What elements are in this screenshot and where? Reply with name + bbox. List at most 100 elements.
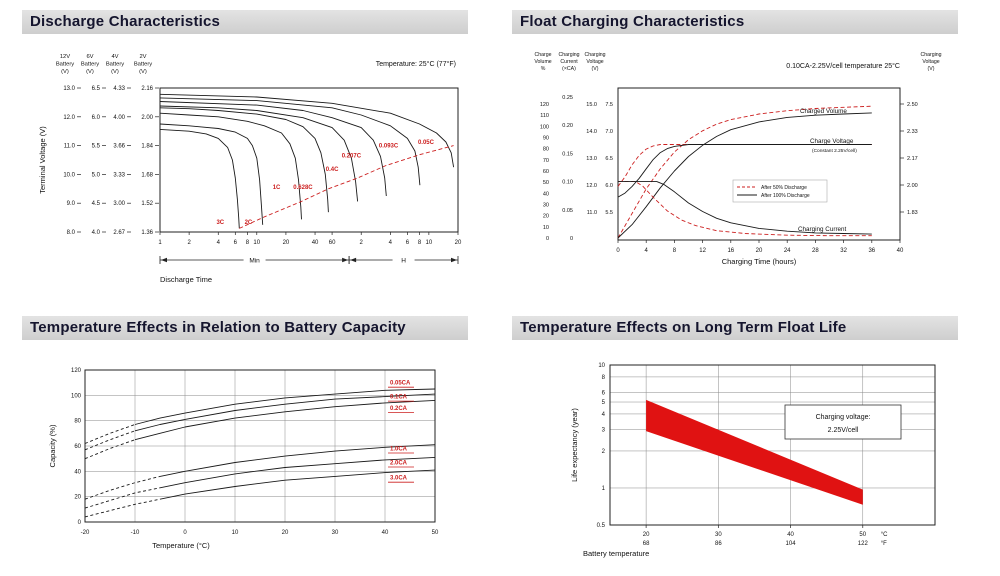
svg-text:3.00: 3.00 <box>113 201 125 207</box>
svg-text:Charge: Charge <box>534 52 551 58</box>
svg-text:6.0: 6.0 <box>92 115 101 121</box>
temp-capacity-axes: 0 20 40 60 80 100 120 -20 -10 0 10 20 30 40 50 Capacity… <box>48 368 439 550</box>
discharge-curve-1C <box>159 112 302 220</box>
discharge-curve-0.628C <box>159 107 329 213</box>
svg-text:0.628C: 0.628C <box>293 185 313 191</box>
svg-text:120: 120 <box>540 102 549 108</box>
svg-text:0.4C: 0.4C <box>326 167 339 173</box>
svg-text:4.5: 4.5 <box>92 201 101 207</box>
svg-text:Charging voltage:: Charging voltage: <box>816 414 871 421</box>
svg-text:0: 0 <box>570 236 573 242</box>
svg-text:0: 0 <box>183 530 187 536</box>
svg-text:°C: °C <box>881 532 888 538</box>
svg-text:0: 0 <box>616 248 620 254</box>
svg-text:2V: 2V <box>139 54 146 60</box>
svg-text:(V): (V) <box>139 69 147 75</box>
capacity-curve-2.0CA-dashed <box>84 487 161 509</box>
svg-text:-10: -10 <box>131 530 140 536</box>
svg-text:Battery: Battery <box>56 62 74 68</box>
svg-text:0.15: 0.15 <box>562 151 573 157</box>
capacity-curve-0.1CA-dashed <box>84 430 136 451</box>
svg-text:0.10: 0.10 <box>562 180 573 186</box>
svg-text:1: 1 <box>602 486 606 492</box>
svg-text:8: 8 <box>673 248 677 254</box>
capacity-curve-1.0CA <box>159 444 436 477</box>
charged_volume_after_50 <box>617 105 872 239</box>
section-title-temp-capacity: Temperature Effects in Relation to Batte… <box>22 316 468 340</box>
capacity-curve-2.0CA <box>159 456 436 489</box>
svg-text:Charge Voltage: Charge Voltage <box>810 138 854 145</box>
svg-text:Charging: Charging <box>920 52 941 58</box>
svg-text:4.00: 4.00 <box>113 115 125 121</box>
svg-text:(V): (V) <box>111 69 119 75</box>
discharge-curve-0.207C <box>159 101 387 197</box>
section-title-float-life-text: Temperature Effects on Long Term Float L… <box>520 319 847 336</box>
svg-text:12V: 12V <box>60 54 70 60</box>
svg-text:°F: °F <box>881 541 887 547</box>
svg-text:4: 4 <box>645 248 649 254</box>
svg-text:4: 4 <box>602 412 606 418</box>
svg-text:40: 40 <box>897 248 904 254</box>
capacity-curve-3.0CA-dashed <box>84 498 161 518</box>
svg-text:30: 30 <box>332 530 339 536</box>
svg-text:50: 50 <box>859 532 866 538</box>
section-title-discharge-text: Discharge Characteristics <box>30 13 221 30</box>
svg-text:Terminal Voltage (V): Terminal Voltage (V) <box>38 126 47 194</box>
svg-text:32: 32 <box>840 248 847 254</box>
svg-text:Battery temperature: Battery temperature <box>583 549 649 558</box>
svg-text:10: 10 <box>232 530 239 536</box>
charged_volume_after_100 <box>617 112 872 239</box>
svg-text:0.10CA-2.25V/cell temperature: 0.10CA-2.25V/cell temperature 25°C <box>786 62 900 70</box>
svg-text:Volume: Volume <box>534 59 551 65</box>
temp-capacity-curve-labels: 0.05CA 0.1CA 0.2CA 1.0CA 2.0CA 3.0CA <box>388 381 414 483</box>
svg-text:2.67: 2.67 <box>113 230 125 236</box>
svg-text:2: 2 <box>187 240 191 246</box>
svg-text:3.66: 3.66 <box>113 144 125 150</box>
svg-text:3C: 3C <box>216 220 224 226</box>
capacity-curve-0.2CA-dashed <box>84 439 136 460</box>
svg-text:1C: 1C <box>273 185 281 191</box>
svg-text:0.05CA: 0.05CA <box>390 381 411 387</box>
svg-text:0.093C: 0.093C <box>379 143 399 149</box>
svg-text:6: 6 <box>406 240 410 246</box>
svg-text:10: 10 <box>253 240 260 246</box>
svg-text:80: 80 <box>543 147 549 153</box>
svg-text:4.0: 4.0 <box>92 230 101 236</box>
capacity-curve-0.05CA <box>134 388 436 425</box>
discharge-curve-2C <box>159 123 264 225</box>
svg-text:110: 110 <box>540 113 549 119</box>
svg-text:1.68: 1.68 <box>141 172 153 178</box>
discharge-curve-0.4C <box>159 105 359 202</box>
svg-text:%: % <box>541 66 546 72</box>
svg-text:2.00: 2.00 <box>907 183 918 189</box>
section-title-float-charging-text: Float Charging Characteristics <box>520 13 745 30</box>
svg-text:2.16: 2.16 <box>141 86 153 92</box>
discharge-curve-0.093C <box>159 97 421 186</box>
svg-text:1.84: 1.84 <box>141 144 153 150</box>
svg-text:40: 40 <box>543 191 549 197</box>
discharge-curve-labels: 3C 2C 1C 0.628C 0.4C 0.207C 0.093C 0.05C <box>216 140 434 226</box>
svg-text:6V: 6V <box>86 54 93 60</box>
svg-text:30: 30 <box>543 203 549 209</box>
float-charging-legend: After 50% Discharge After 100% Discharge <box>732 179 828 203</box>
svg-text:20: 20 <box>282 530 289 536</box>
svg-text:12.0: 12.0 <box>586 183 597 189</box>
svg-text:10.0: 10.0 <box>63 172 75 178</box>
charge_voltage_after_50 <box>617 144 872 187</box>
svg-text:12.0: 12.0 <box>63 115 75 121</box>
svg-text:30: 30 <box>715 532 722 538</box>
svg-text:10: 10 <box>426 240 433 246</box>
svg-text:2.17: 2.17 <box>907 156 918 162</box>
capacity-curve-0.1CA <box>134 393 436 432</box>
svg-text:6.5: 6.5 <box>92 86 101 92</box>
svg-text:2.00: 2.00 <box>141 115 153 121</box>
svg-text:Charging: Charging <box>558 52 579 58</box>
svg-text:8.0: 8.0 <box>67 230 76 236</box>
svg-text:Battery: Battery <box>134 62 152 68</box>
svg-text:40: 40 <box>312 240 319 246</box>
svg-text:(Constant 2.25V/cell): (Constant 2.25V/cell) <box>812 148 857 154</box>
svg-text:Battery: Battery <box>106 62 124 68</box>
svg-text:8: 8 <box>246 240 250 246</box>
